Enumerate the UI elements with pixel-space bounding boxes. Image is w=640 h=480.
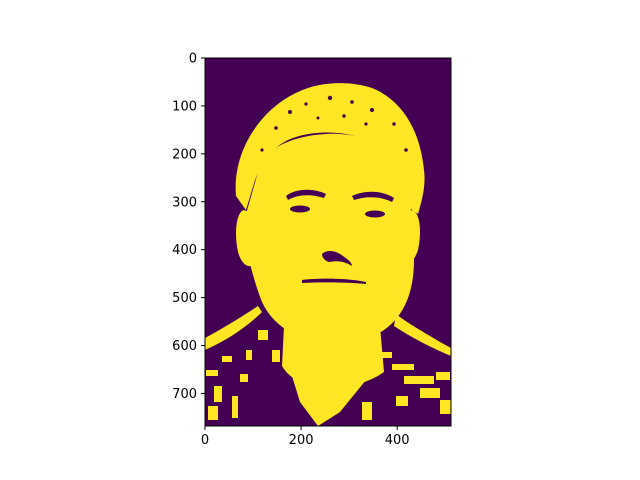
y-tick-label: 100 (172, 99, 197, 114)
left-eye (290, 205, 310, 213)
face-region (239, 133, 414, 344)
y-tick-label: 600 (172, 339, 197, 354)
left-shoulder-region (205, 306, 262, 350)
hair-region (235, 83, 425, 214)
clothing-texture-left (206, 330, 280, 420)
left-ear-region (236, 210, 256, 267)
right-shoulder-region (394, 314, 451, 356)
clothing-texture-right (362, 342, 451, 420)
right-eye (365, 210, 385, 218)
nose-shadow (322, 251, 352, 266)
x-axis: 0 200 400 (201, 426, 410, 448)
x-tick-label: 400 (385, 433, 410, 448)
left-eyebrow (286, 189, 326, 200)
y-axis: 0 100 200 300 400 500 600 700 (172, 52, 205, 402)
axes-frame (204, 57, 452, 427)
neck-region (282, 326, 384, 388)
right-eyebrow (352, 191, 394, 202)
y-tick-label: 300 (172, 195, 197, 210)
x-tick-label: 0 (201, 433, 209, 448)
right-ear-region (404, 210, 420, 263)
y-tick-label: 500 (172, 291, 197, 306)
x-tick-label: 200 (289, 433, 314, 448)
y-tick-label: 700 (172, 387, 197, 402)
mouth-line (302, 278, 366, 284)
y-tick-label: 400 (172, 243, 197, 258)
y-tick-label: 200 (172, 147, 197, 162)
y-tick-label: 0 (189, 52, 197, 67)
collar-region (292, 376, 366, 426)
heatmap-image (205, 83, 451, 426)
hair-texture (260, 95, 408, 152)
